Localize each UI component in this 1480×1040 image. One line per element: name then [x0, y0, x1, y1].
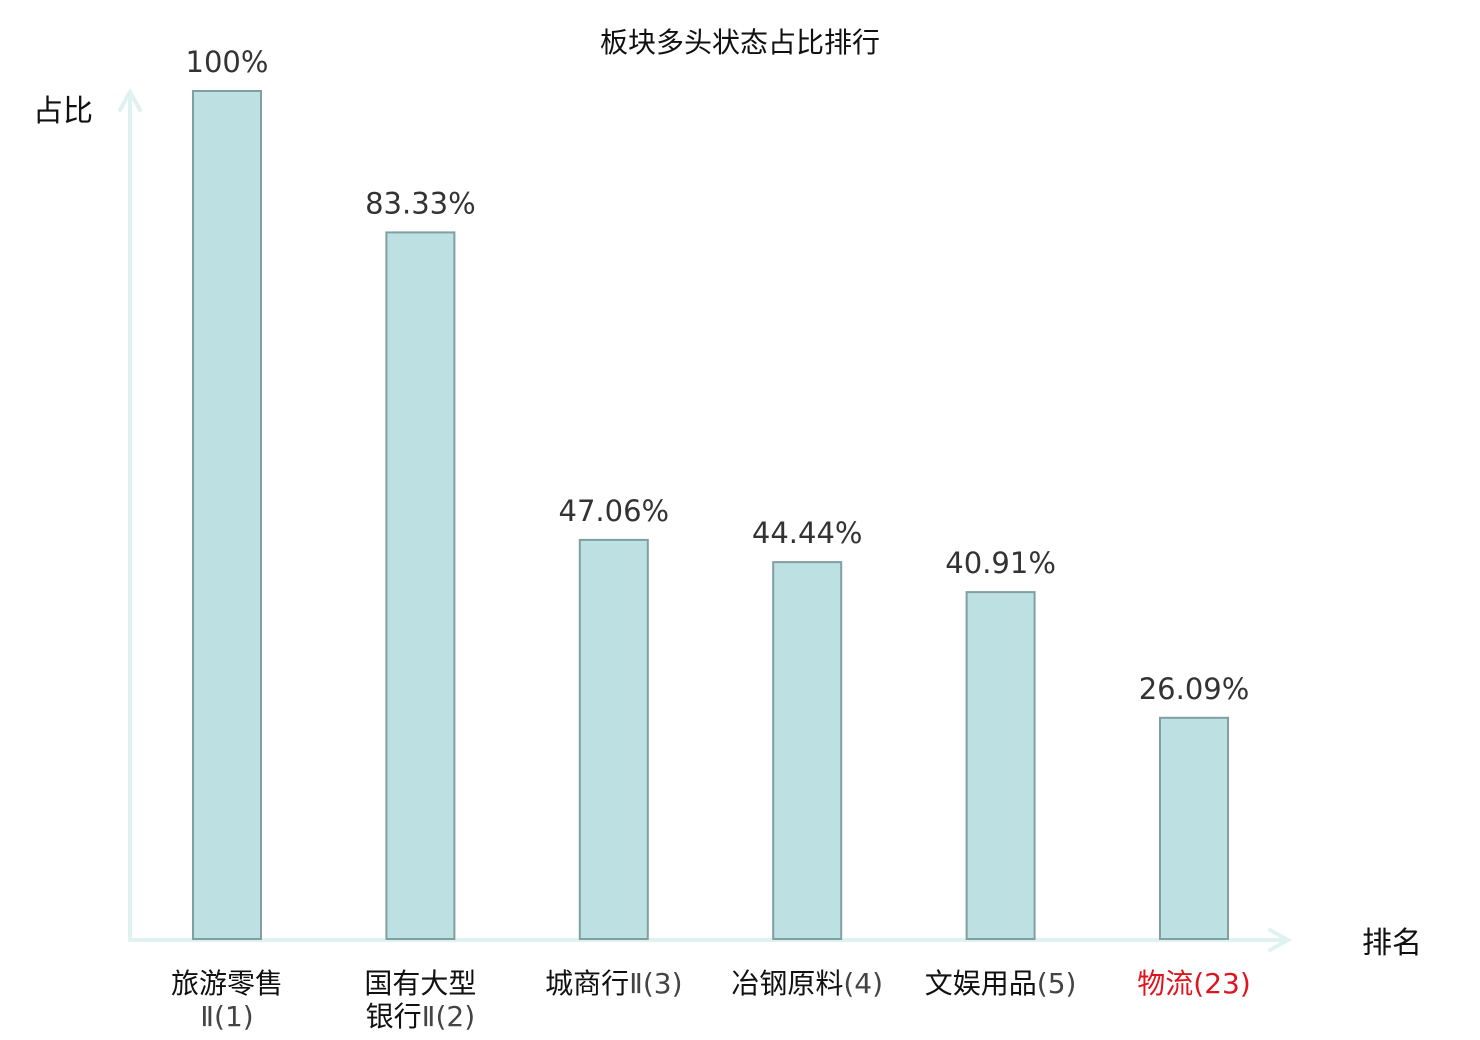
- bar: [772, 561, 843, 940]
- data-label: 44.44%: [752, 516, 863, 550]
- category-rank: Ⅱ(1): [200, 1000, 253, 1033]
- category-name: 文娱用品: [925, 967, 1037, 1000]
- x-tick-label: 国有大型: [364, 967, 476, 1000]
- category-name: 城商行: [545, 967, 629, 1000]
- x-tick-label: Ⅱ(1): [200, 1000, 253, 1033]
- bar: [192, 90, 262, 940]
- category-rank: (4): [843, 967, 883, 1000]
- bars-group: [192, 90, 1229, 941]
- x-tick-label: 文娱用品(5): [925, 967, 1077, 1000]
- data-label: 83.33%: [365, 186, 476, 220]
- bar: [965, 591, 1036, 940]
- x-axis-label: 排名: [1362, 926, 1422, 961]
- data-label: 26.09%: [1139, 672, 1250, 706]
- category-name: 旅游零售: [171, 967, 283, 1000]
- data-label: 40.91%: [945, 546, 1056, 580]
- x-tick-label: 旅游零售: [171, 967, 283, 1000]
- category-rank: (23): [1193, 967, 1250, 1000]
- axes: [118, 87, 1293, 952]
- x-tick-label: 城商行Ⅱ(3): [545, 967, 682, 1000]
- x-tick-label: 银行Ⅱ(2): [366, 1000, 475, 1033]
- x-tick-label: 物流(23): [1137, 967, 1251, 1000]
- category-name: 国有大型: [364, 967, 476, 1000]
- category-rank: Ⅱ(2): [422, 1000, 475, 1033]
- x-tick-label: 冶钢原料(4): [731, 967, 883, 1000]
- data-label: 100%: [186, 45, 269, 79]
- value-labels-group: 100% 83.33% 47.06% 44.44% 40.91% 26.09%: [186, 45, 1250, 706]
- category-name: 银行: [366, 1000, 422, 1033]
- category-name: 冶钢原料: [731, 967, 843, 1000]
- data-label: 47.06%: [559, 494, 670, 528]
- category-rank: (5): [1037, 967, 1077, 1000]
- bar: [1159, 716, 1229, 940]
- chart-title: 板块多头状态占比排行: [600, 26, 880, 59]
- category-rank: Ⅱ(3): [629, 967, 682, 1000]
- y-axis-label: 占比: [33, 94, 93, 129]
- x-axis-arrow-icon: [1268, 928, 1293, 952]
- bar: [385, 231, 456, 940]
- category-name: 物流: [1137, 967, 1193, 1000]
- bar: [578, 538, 649, 941]
- y-axis-arrow-icon: [118, 87, 142, 112]
